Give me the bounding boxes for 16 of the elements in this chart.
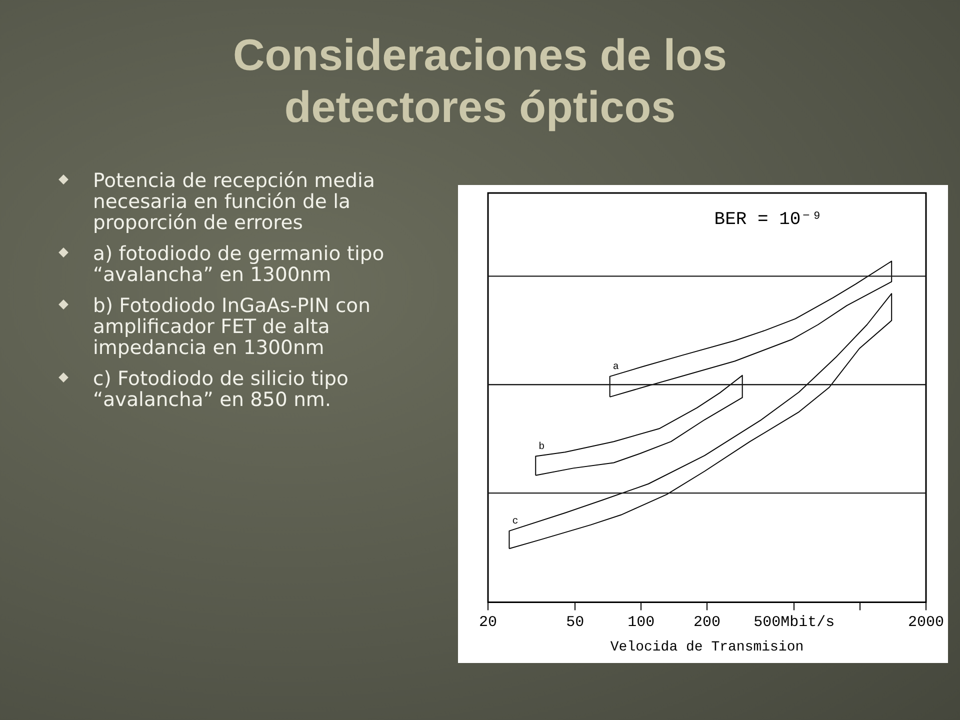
series-label: c — [512, 516, 518, 528]
x-tick-label: 2000 — [908, 614, 944, 632]
text: b) Fotodiodo InGaAs-PIN con amplificador FET de alta impedancia en 1300nm — [93, 294, 370, 359]
x-axis-title: Velocida de Transmision — [610, 639, 804, 656]
text: a) fotodiodo de germanio tipo “avalancha” en 1300nm — [93, 242, 384, 286]
x-tick-label: 200 — [693, 614, 721, 632]
x-tick-label: 50 — [566, 614, 584, 632]
x-tick-label: 100 — [628, 614, 655, 632]
series-label: b — [538, 440, 545, 453]
chart-title: Consideraciones de los detectores ópticos — [232, 30, 728, 134]
text: c) Fotodiodo de silicio tipo “avalancha” en 850 nm. — [93, 367, 348, 411]
chart-subtitle: BER = 10⁻⁹ — [714, 210, 822, 230]
x-tick-label: 20 — [478, 614, 498, 632]
x-tick-label: 500Mbit/s — [754, 614, 835, 632]
text: Potencia de recepción media necesaria en función de la proporción de errores — [93, 169, 375, 234]
series-label: a — [612, 362, 619, 374]
